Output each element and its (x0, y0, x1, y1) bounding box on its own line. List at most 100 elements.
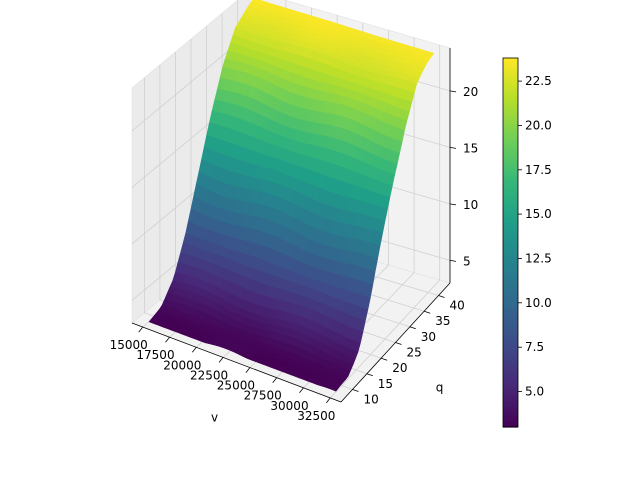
colorbar-tick-label: 7.5 (525, 340, 544, 354)
y-tick-label: 20 (392, 361, 407, 375)
colorbar-segment (503, 340, 518, 344)
colorbar-segment (503, 259, 518, 264)
colorbar-tick-label: 22.5 (525, 74, 552, 88)
colorbar-segment (503, 308, 518, 313)
colorbar-segment (503, 352, 518, 356)
y-tick-mark (438, 295, 445, 298)
colorbar-segment (503, 78, 518, 82)
x-tick-label: 22500 (190, 368, 228, 382)
colorbar-segment (503, 239, 518, 244)
z-tick-mark (449, 90, 457, 93)
colorbar-segment (503, 75, 518, 79)
colorbar-segment (503, 156, 518, 160)
x-tick-mark (299, 387, 304, 394)
colorbar-segment (503, 124, 518, 128)
colorbar-segment (503, 150, 518, 154)
colorbar-segment (503, 58, 518, 62)
colorbar-segment (503, 158, 518, 163)
colorbar-segment (503, 104, 518, 108)
colorbar-segment (503, 415, 518, 419)
colorbar-segment (503, 343, 518, 347)
colorbar-segment (503, 375, 518, 379)
y-tick-label: 10 (364, 393, 379, 407)
y-tick-mark (366, 373, 373, 377)
z-tick-label: 10 (463, 198, 478, 212)
colorbar-segment (503, 95, 518, 99)
colorbar-segment (503, 173, 518, 177)
colorbar-segment (503, 230, 518, 235)
colorbar-segment (503, 248, 518, 252)
colorbar-segment (503, 334, 518, 339)
colorbar-segment (503, 147, 518, 151)
colorbar-segment (503, 207, 518, 212)
colorbar-segment (503, 193, 518, 197)
colorbar-segment (503, 81, 518, 85)
z-tick-label: 15 (463, 141, 478, 155)
colorbar-segment (503, 349, 518, 353)
colorbar-segment (503, 303, 518, 307)
y-tick-label: 40 (450, 299, 465, 313)
x-tick-label: 17500 (136, 348, 174, 362)
colorbar-segment (503, 366, 518, 370)
colorbar-segment (503, 386, 518, 391)
colorbar-segment (503, 274, 518, 278)
colorbar-segment (503, 282, 518, 287)
colorbar-segment (503, 403, 518, 408)
colorbar-segment (503, 294, 518, 298)
colorbar-frame (502, 57, 519, 428)
colorbar-segment (503, 271, 518, 275)
colorbar-segment (503, 323, 518, 327)
colorbar-segment (503, 138, 518, 143)
x-tick-label: 30000 (270, 399, 308, 413)
colorbar-segment (503, 135, 518, 140)
y-tick-mark (395, 342, 402, 345)
colorbar-segment (503, 392, 518, 396)
colorbar-segment (503, 225, 518, 229)
colorbar-segment (503, 72, 518, 76)
x-axis-label: v (211, 411, 218, 425)
axes-3d: 1500017500200002250025000275003000032500… (110, 0, 479, 425)
colorbar-segment (503, 83, 518, 88)
colorbar-segment (503, 170, 518, 174)
colorbar-segment (503, 219, 518, 223)
colorbar-segment (503, 144, 518, 148)
colorbar-segment (503, 199, 518, 203)
colorbar-segment (503, 395, 518, 399)
colorbar-segment (503, 216, 518, 221)
colorbar-segment (503, 63, 518, 68)
colorbar-segment (503, 60, 518, 65)
colorbar-segment (503, 300, 518, 304)
colorbar-segment (503, 256, 518, 261)
z-tick-mark (449, 147, 457, 149)
x-tick-label: 25000 (217, 379, 255, 393)
colorbar-segment (503, 268, 518, 272)
colorbar-tick-label: 5.0 (525, 385, 544, 399)
colorbar-segment (503, 337, 518, 342)
colorbar-segment (503, 228, 518, 232)
colorbar-segment (503, 372, 518, 376)
colorbar-segment (503, 398, 518, 402)
colorbar-segment (503, 181, 518, 186)
x-tick-label: 32500 (297, 409, 335, 423)
colorbar-segment (503, 317, 518, 321)
colorbar-segment (503, 262, 518, 267)
y-tick-label: 35 (435, 314, 450, 328)
axis-ticks: 1500017500200002250025000275003000032500… (110, 85, 479, 423)
colorbar-segment (503, 176, 518, 180)
colorbar-segment (503, 288, 518, 293)
colorbar-segment (503, 167, 518, 172)
colorbar-segment (503, 179, 518, 183)
colorbar-segment (503, 89, 518, 94)
x-tick-mark (191, 347, 197, 353)
colorbar: 5.0 7.5 10.0 12.5 15.0 17.5 20.0 22.5 (502, 57, 552, 428)
x-tick-mark (325, 397, 331, 404)
y-tick-mark (381, 357, 388, 361)
colorbar-tick-label: 20.0 (525, 118, 552, 132)
x-tick-label: 15000 (110, 338, 148, 352)
colorbar-segment (503, 401, 518, 405)
colorbar-segment (503, 98, 518, 102)
colorbar-segment (503, 101, 518, 105)
x-tick-mark (165, 336, 170, 343)
colorbar-segment (503, 205, 518, 209)
y-tick-mark (352, 389, 359, 392)
